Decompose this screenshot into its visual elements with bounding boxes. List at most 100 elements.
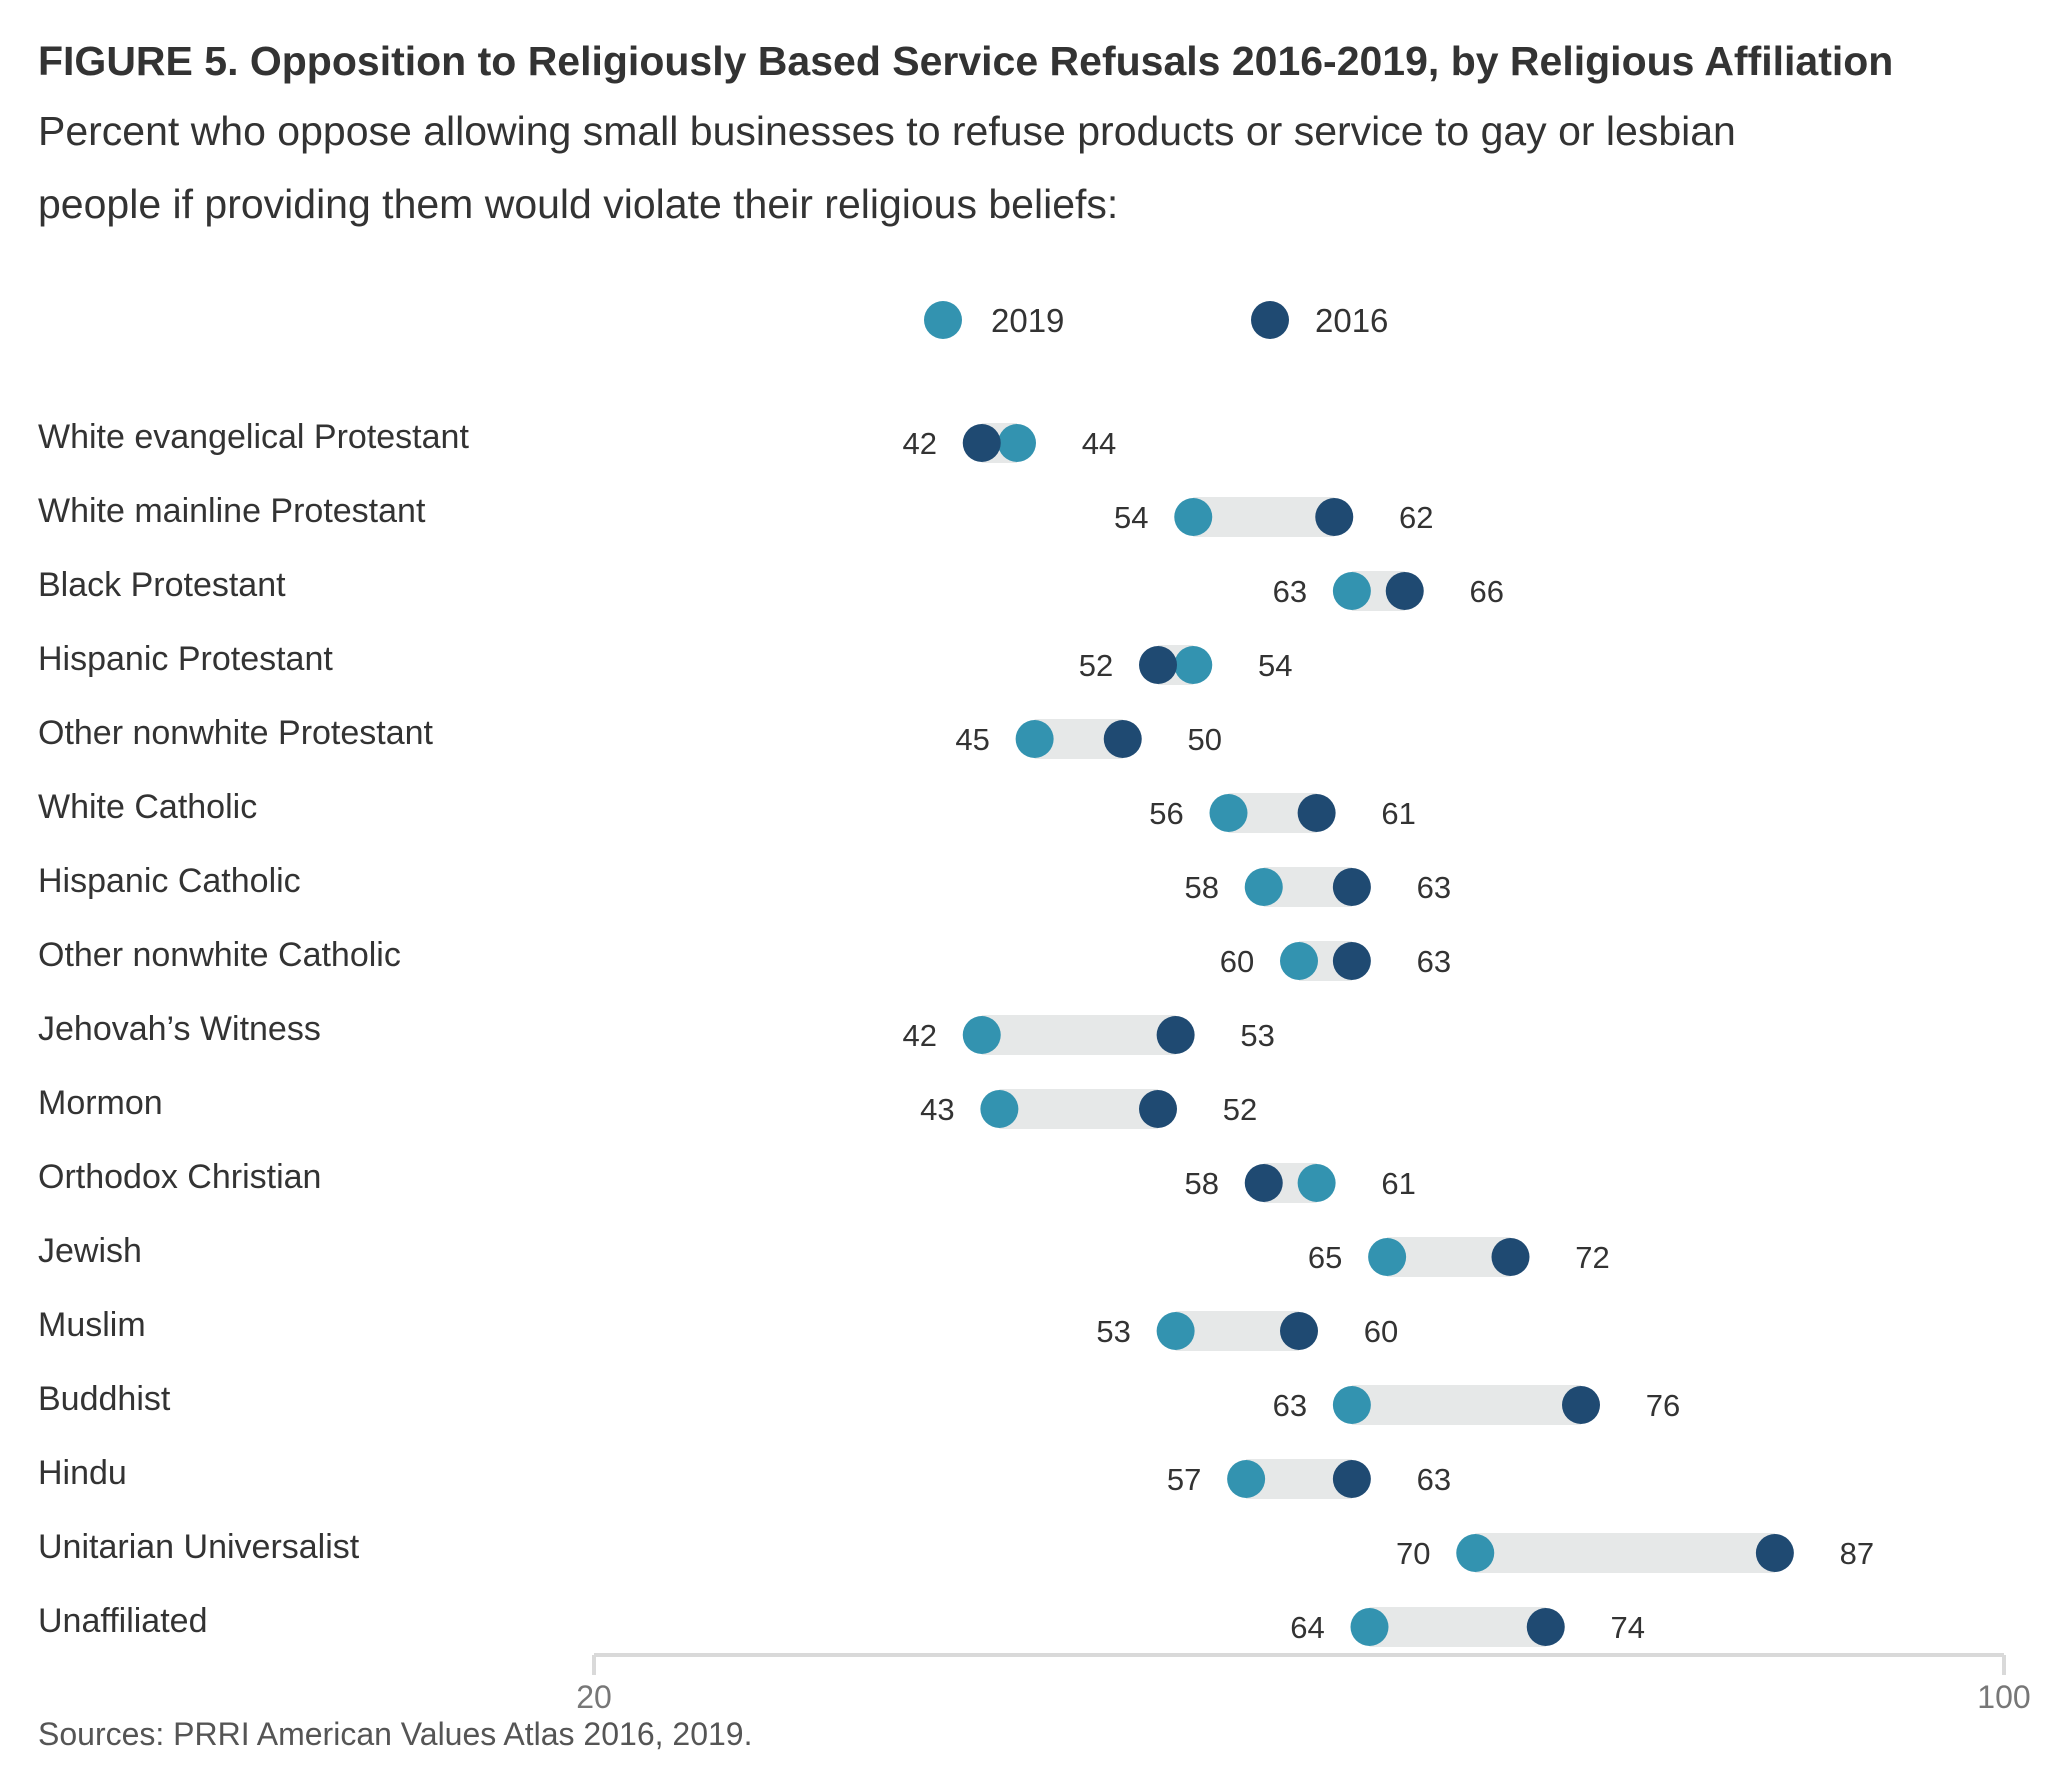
category-label: Hindu	[38, 1454, 127, 1492]
legend-marker-2016	[1251, 301, 1289, 339]
value-label-2019: 57	[1167, 1462, 1201, 1497]
value-label-2016: 53	[1240, 1018, 1274, 1053]
legend-label-2016: 2016	[1315, 302, 1388, 339]
chart-subtitle-line-1: Percent who oppose allowing small busine…	[38, 108, 1736, 154]
category-label: Other nonwhite Catholic	[38, 936, 401, 974]
value-label-2019: 56	[1149, 796, 1183, 831]
value-label-2019: 54	[1258, 648, 1292, 683]
value-label-2016: 72	[1575, 1240, 1609, 1275]
dot-2016	[1491, 1238, 1530, 1276]
value-label-2019: 64	[1290, 1610, 1324, 1645]
value-label-2016: 52	[1079, 648, 1113, 683]
dot-2016	[1280, 1312, 1318, 1350]
category-label: Jehovah’s Witness	[38, 1010, 321, 1048]
value-label-2019: 63	[1273, 574, 1307, 609]
row-6: Hispanic Catholic 58 63	[38, 862, 1451, 907]
dot-2016	[1103, 720, 1142, 758]
chart-title: FIGURE 5. Opposition to Religiously Base…	[38, 38, 1893, 84]
value-label-2019: 58	[1185, 870, 1219, 905]
category-label: Black Protestant	[38, 566, 286, 604]
category-label: Unitarian Universalist	[38, 1528, 360, 1566]
dot-2019	[1156, 1312, 1195, 1350]
value-label-2016: 63	[1417, 870, 1451, 905]
value-label-2016: 66	[1470, 574, 1504, 609]
value-label-2019: 42	[903, 1018, 937, 1053]
category-label: Other nonwhite Protestant	[38, 714, 434, 752]
value-label-2019: 54	[1114, 500, 1148, 535]
dot-2019	[1209, 794, 1248, 832]
value-label-2019: 53	[1096, 1314, 1130, 1349]
dot-2019	[998, 424, 1036, 462]
plot-area: White evangelical Protestant 42 44 White ma…	[38, 418, 1874, 1647]
dot-2016	[1156, 1016, 1195, 1054]
dot-2019	[1350, 1608, 1389, 1646]
category-label: Unaffiliated	[38, 1602, 208, 1640]
range-bar	[981, 1015, 1176, 1055]
value-label-2016: 63	[1417, 944, 1451, 979]
value-label-2016: 58	[1185, 1166, 1219, 1201]
dot-2019	[1174, 498, 1213, 536]
dot-2016	[1139, 1090, 1177, 1128]
dot-2019	[1456, 1534, 1495, 1572]
value-label-2019: 61	[1381, 1166, 1415, 1201]
range-bar	[1193, 497, 1335, 537]
chart-subtitle-line-2: people if providing them would violate t…	[38, 181, 1118, 227]
row-3: Hispanic Protestant 52 54	[38, 640, 1292, 685]
dot-2019	[1015, 720, 1054, 758]
dot-2016	[1332, 942, 1371, 980]
category-label: White Catholic	[38, 788, 257, 826]
category-label: Mormon	[38, 1084, 163, 1122]
category-label: Hispanic Catholic	[38, 862, 301, 900]
row-7: Other nonwhite Catholic 60 63	[38, 936, 1451, 981]
value-label-2016: 42	[903, 426, 937, 461]
dot-2019	[1244, 868, 1283, 906]
range-bar	[1387, 1237, 1511, 1277]
dot-2016	[1315, 498, 1354, 536]
range-bar	[1369, 1607, 1546, 1647]
source-note: Sources: PRRI American Values Atlas 2016…	[38, 1716, 752, 1752]
legend: 2019 2016	[924, 301, 1388, 339]
x-axis-tick-label-20: 20	[576, 1679, 612, 1715]
dot-2019	[980, 1090, 1019, 1128]
value-label-2019: 45	[955, 722, 989, 757]
range-bar	[1351, 1385, 1581, 1425]
value-label-2019: 44	[1082, 426, 1116, 461]
range-bar	[999, 1089, 1158, 1129]
category-label: Muslim	[38, 1306, 146, 1344]
dot-2016	[1244, 1164, 1283, 1202]
category-label: White mainline Protestant	[38, 492, 426, 530]
category-label: Hispanic Protestant	[38, 640, 333, 678]
row-8: Jehovah’s Witness 42 53	[38, 1010, 1275, 1055]
row-16: Unaffiliated 64 74	[38, 1602, 1645, 1647]
dot-2019	[1332, 572, 1371, 610]
value-label-2016: 50	[1188, 722, 1222, 757]
row-9: Mormon 43 52	[38, 1084, 1257, 1129]
dot-2016	[1526, 1608, 1565, 1646]
value-label-2016: 63	[1417, 1462, 1451, 1497]
range-bar	[1175, 1311, 1299, 1351]
dot-2016	[1332, 1460, 1371, 1498]
category-label: Jewish	[38, 1232, 142, 1270]
dot-2016	[1755, 1534, 1794, 1572]
row-5: White Catholic 56 61	[38, 788, 1416, 833]
x-axis-tick-label-100: 100	[1977, 1679, 2030, 1715]
legend-label-2019: 2019	[991, 302, 1064, 339]
dot-2019	[1368, 1238, 1407, 1276]
row-15: Unitarian Universalist 70 87	[38, 1528, 1874, 1573]
category-label: Buddhist	[38, 1380, 171, 1418]
row-14: Hindu 57 63	[38, 1454, 1451, 1499]
dot-2016	[1139, 646, 1177, 684]
dot-2019	[1332, 1386, 1371, 1424]
category-label: White evangelical Protestant	[38, 418, 469, 456]
value-label-2019: 60	[1220, 944, 1254, 979]
dot-2016	[1385, 572, 1424, 610]
row-0: White evangelical Protestant 42 44	[38, 418, 1116, 463]
value-label-2016: 74	[1611, 1610, 1645, 1645]
value-label-2016: 52	[1223, 1092, 1257, 1127]
dot-2019	[1280, 942, 1318, 980]
x-axis: 20 100	[576, 1653, 2031, 1715]
dot-2019	[1174, 646, 1213, 684]
value-label-2019: 65	[1308, 1240, 1342, 1275]
category-label: Orthodox Christian	[38, 1158, 321, 1196]
